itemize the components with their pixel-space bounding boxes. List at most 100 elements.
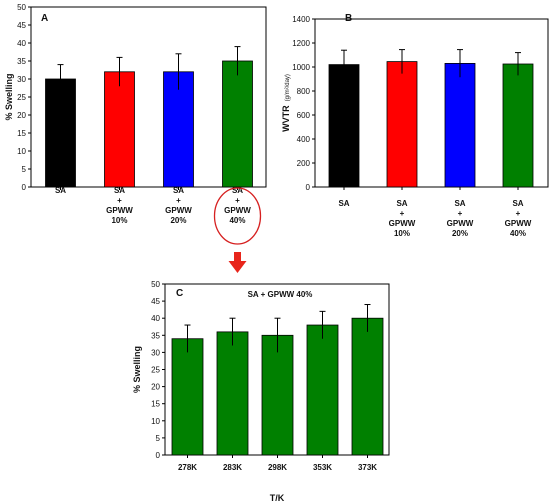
y-axis-label-text: % Swelling [132,346,142,393]
bar [45,78,76,188]
bar [502,63,534,188]
y-tick-label: 20 [17,111,26,120]
x-tick-label-line: + [235,196,240,205]
x-tick-label: SA + GPWW 20% [447,199,474,238]
x-tick-label-line: GPWW [224,206,251,215]
bar [222,60,253,188]
arrow-shaft [234,252,241,262]
y-axis-label-text: WVTR [281,105,291,132]
y-tick-label: 35 [151,331,160,340]
x-tick-label-line: 278K [178,463,197,472]
x-tick-label: SA [55,186,66,195]
x-tick-label: 373K [358,463,377,472]
y-tick-label: 600 [297,111,311,120]
y-tick-label: 35 [17,57,26,66]
x-tick-label-line: 298K [268,463,287,472]
bar [163,71,194,188]
chart-inner-title: SA + GPWW 40% [248,290,313,299]
x-tick-label-line: 20% [170,216,186,225]
x-tick-label: SA + GPWW 40% [224,186,251,225]
x-tick-label: SA + GPWW 40% [505,199,532,238]
x-tick-label: 278K [178,463,197,472]
y-tick-label: 25 [17,93,26,102]
x-tick-label-line: GPWW [389,219,416,228]
bar [351,317,384,456]
y-tick-label: 15 [151,400,160,409]
x-tick-label-line: SA [512,199,523,208]
x-tick-label-line: SA [338,199,349,208]
x-tick-label-line: 10% [394,229,410,238]
x-tick-label-line: 40% [510,229,526,238]
y-tick-label: 20 [151,383,160,392]
y-tick-label: 40 [151,314,160,323]
x-tick-label-line: SA [55,186,66,195]
bar [386,61,418,188]
x-tick-label-line: + [117,196,122,205]
y-tick-label: 200 [297,159,311,168]
bar [216,331,249,456]
y-tick-label: 0 [22,183,27,192]
x-tick-label-line: SA [396,199,407,208]
x-tick-label: 298K [268,463,287,472]
bar [306,324,339,456]
panel-letter: B [345,13,352,24]
x-tick-label: SA + GPWW 20% [165,186,192,225]
x-tick-label-line: 20% [452,229,468,238]
x-tick-label-line: + [458,209,463,218]
x-tick-label-line: 10% [111,216,127,225]
highlight-ellipse [213,187,262,245]
plot-frame [314,18,549,188]
x-tick-label-line: + [400,209,405,218]
y-axis-label: % Swelling [132,346,142,393]
x-tick-label-line: + [516,209,521,218]
x-tick-label-line: SA [232,186,243,195]
x-tick-label-line: 353K [313,463,332,472]
y-tick-label: 1200 [292,39,310,48]
y-tick-label: 15 [17,129,26,138]
panel-letter: A [41,13,48,24]
x-tick-label-line: GPWW [106,206,133,215]
y-tick-label: 45 [17,21,26,30]
y-tick-label: 800 [297,87,311,96]
bar [444,63,476,188]
y-tick-label: 1400 [292,15,310,24]
x-tick-label-line: 283K [223,463,242,472]
bar [171,338,204,456]
y-tick-label: 5 [22,165,27,174]
y-tick-label: 400 [297,135,311,144]
y-tick-label: 1000 [292,63,310,72]
bar [104,71,135,188]
y-tick-label: 25 [151,366,160,375]
annotations [213,187,262,273]
panel-letter: C [176,288,183,299]
x-tick-label-line: GPWW [165,206,192,215]
x-tick-label: 353K [313,463,332,472]
y-tick-label: 30 [151,348,160,357]
y-tick-label: 50 [17,3,26,12]
x-tick-label: 283K [223,463,242,472]
y-tick-label: 30 [17,75,26,84]
x-tick-label-line: GPWW [447,219,474,228]
x-tick-label-line: SA [173,186,184,195]
x-tick-label-line: GPWW [505,219,532,228]
bar [261,334,294,456]
y-tick-label: 10 [151,417,160,426]
x-axis-label: T/K [270,493,285,503]
x-tick-label: SA + GPWW 10% [106,186,133,225]
x-tick-label-line: + [176,196,181,205]
y-tick-label: 0 [156,451,161,460]
y-tick-label: 50 [151,280,160,289]
x-tick-label: SA + GPWW 10% [389,199,416,238]
arrow-head [228,261,247,273]
y-axis-label: % Swelling [4,73,14,120]
y-tick-label: 40 [17,39,26,48]
y-tick-label: 45 [151,297,160,306]
y-axis-label-unit: (g/m²/day) [285,74,291,101]
bar [328,64,360,188]
y-axis-label-text: % Swelling [4,73,14,120]
panel-c-chart: 0 5 10 15 20 25 30 35 40 45 50 278K 283K 298K 353K 373K… [132,280,390,503]
x-tick-label-line: SA [114,186,125,195]
